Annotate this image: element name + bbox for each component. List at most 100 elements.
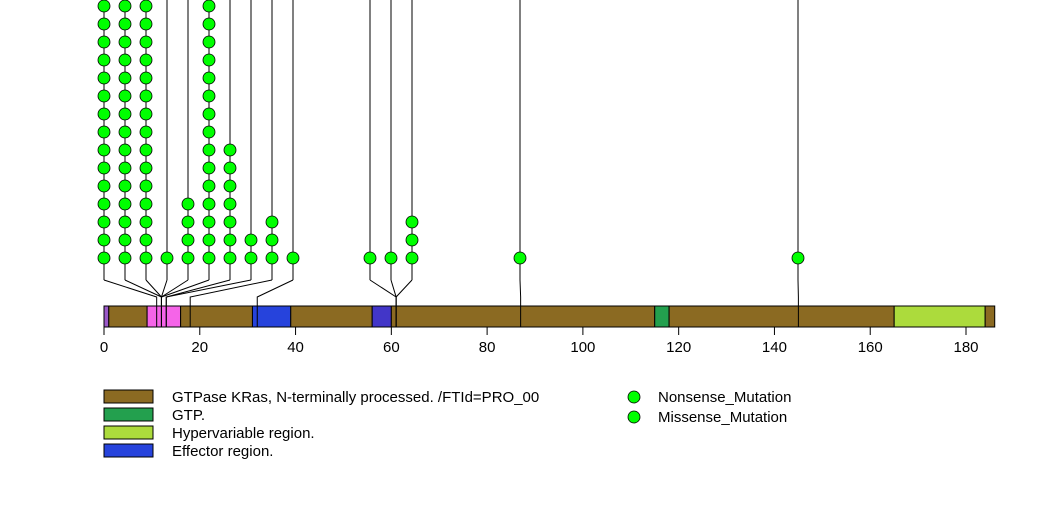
mutation-dot — [202, 53, 216, 67]
mutation-dot — [160, 251, 174, 265]
mutation-dot — [139, 53, 153, 67]
mutation-dot — [202, 35, 216, 49]
mutation-dot — [139, 89, 153, 103]
legend-swatch — [103, 389, 154, 404]
mutation-dot — [384, 251, 398, 265]
mutation-dot — [139, 0, 153, 13]
mutation-dot — [97, 143, 111, 157]
x-tick-label: 100 — [570, 339, 595, 356]
mutation-dot — [118, 197, 132, 211]
mutation-dot — [97, 53, 111, 67]
mutation-dot — [97, 233, 111, 247]
mutation-dot — [97, 161, 111, 175]
mutation-dot — [139, 161, 153, 175]
mutation-dot — [118, 89, 132, 103]
mutation-dot — [202, 143, 216, 157]
mutation-dot — [202, 215, 216, 229]
mutation-dot — [118, 71, 132, 85]
mutation-dot — [265, 215, 279, 229]
lollipop-connector — [160, 279, 210, 306]
legend-label: Missense_Mutation — [658, 409, 787, 426]
x-tick-label: 0 — [100, 339, 108, 356]
legend-label: GTP. — [172, 407, 205, 424]
legend-dot — [627, 410, 641, 424]
mutation-dot — [97, 0, 111, 13]
protein-domain — [108, 305, 148, 328]
mutation-dot — [181, 251, 195, 265]
mutation-dot — [202, 0, 216, 13]
lollipop-connector — [103, 279, 158, 306]
legend-label: Hypervariable region. — [172, 425, 315, 442]
x-tick-label: 80 — [479, 339, 496, 356]
legend-swatch — [103, 425, 154, 440]
mutation-dot — [97, 17, 111, 31]
mutation-dot — [181, 197, 195, 211]
mutation-dot — [118, 143, 132, 157]
lollipop-connector — [256, 279, 294, 306]
mutation-dot — [223, 251, 237, 265]
legend-label: Effector region. — [172, 443, 273, 460]
lollipop-connector — [395, 279, 413, 306]
mutation-dot — [202, 107, 216, 121]
lollipop-connector — [165, 279, 252, 306]
mutation-dot — [118, 215, 132, 229]
mutation-dot — [265, 233, 279, 247]
mutation-dot — [202, 251, 216, 265]
protein-domain — [654, 305, 670, 328]
mutation-dot — [139, 35, 153, 49]
mutation-dot — [223, 161, 237, 175]
mutation-dot — [202, 125, 216, 139]
mutation-dot — [118, 17, 132, 31]
mutation-dot — [139, 17, 153, 31]
mutation-dot — [139, 125, 153, 139]
lollipop-connector — [189, 279, 273, 306]
mutation-dot — [118, 233, 132, 247]
mutation-dot — [405, 215, 419, 229]
protein-domain — [290, 305, 373, 328]
mutation-dot — [202, 197, 216, 211]
x-tick-label: 180 — [953, 339, 978, 356]
mutation-dot — [223, 143, 237, 157]
mutation-dot — [791, 251, 805, 265]
mutation-dot — [265, 251, 279, 265]
protein-domain — [146, 305, 182, 328]
legend-swatch — [103, 407, 154, 422]
mutation-dot — [202, 89, 216, 103]
protein-domain — [371, 305, 392, 328]
x-tick-label: 120 — [666, 339, 691, 356]
mutation-dot — [513, 251, 527, 265]
x-tick-label: 60 — [383, 339, 400, 356]
mutation-dot — [118, 107, 132, 121]
mutation-dot — [286, 251, 300, 265]
protein-domain — [984, 305, 996, 328]
mutation-dot — [202, 17, 216, 31]
mutation-dot — [97, 179, 111, 193]
mutation-dot — [97, 71, 111, 85]
x-tick-label: 20 — [191, 339, 208, 356]
lollipop-connector — [390, 279, 397, 306]
mutation-dot — [223, 233, 237, 247]
mutation-dot — [405, 251, 419, 265]
protein-domain — [251, 305, 292, 328]
x-tick-label: 160 — [858, 339, 883, 356]
mutation-dot — [139, 251, 153, 265]
protein-domain — [668, 305, 895, 328]
mutation-dot — [202, 233, 216, 247]
mutation-dot — [118, 53, 132, 67]
mutation-dot — [97, 125, 111, 139]
mutation-dot — [97, 197, 111, 211]
mutation-dot — [118, 125, 132, 139]
protein-domain — [180, 305, 253, 328]
mutation-dot — [139, 107, 153, 121]
mutation-dot — [97, 251, 111, 265]
mutation-dot — [363, 251, 377, 265]
mutation-dot — [244, 233, 258, 247]
mutation-dot — [97, 89, 111, 103]
mutation-dot — [139, 197, 153, 211]
x-tick-label: 140 — [762, 339, 787, 356]
mutation-dot — [118, 0, 132, 13]
mutation-dot — [244, 251, 258, 265]
legend-dot — [627, 390, 641, 404]
mutation-dot — [202, 179, 216, 193]
